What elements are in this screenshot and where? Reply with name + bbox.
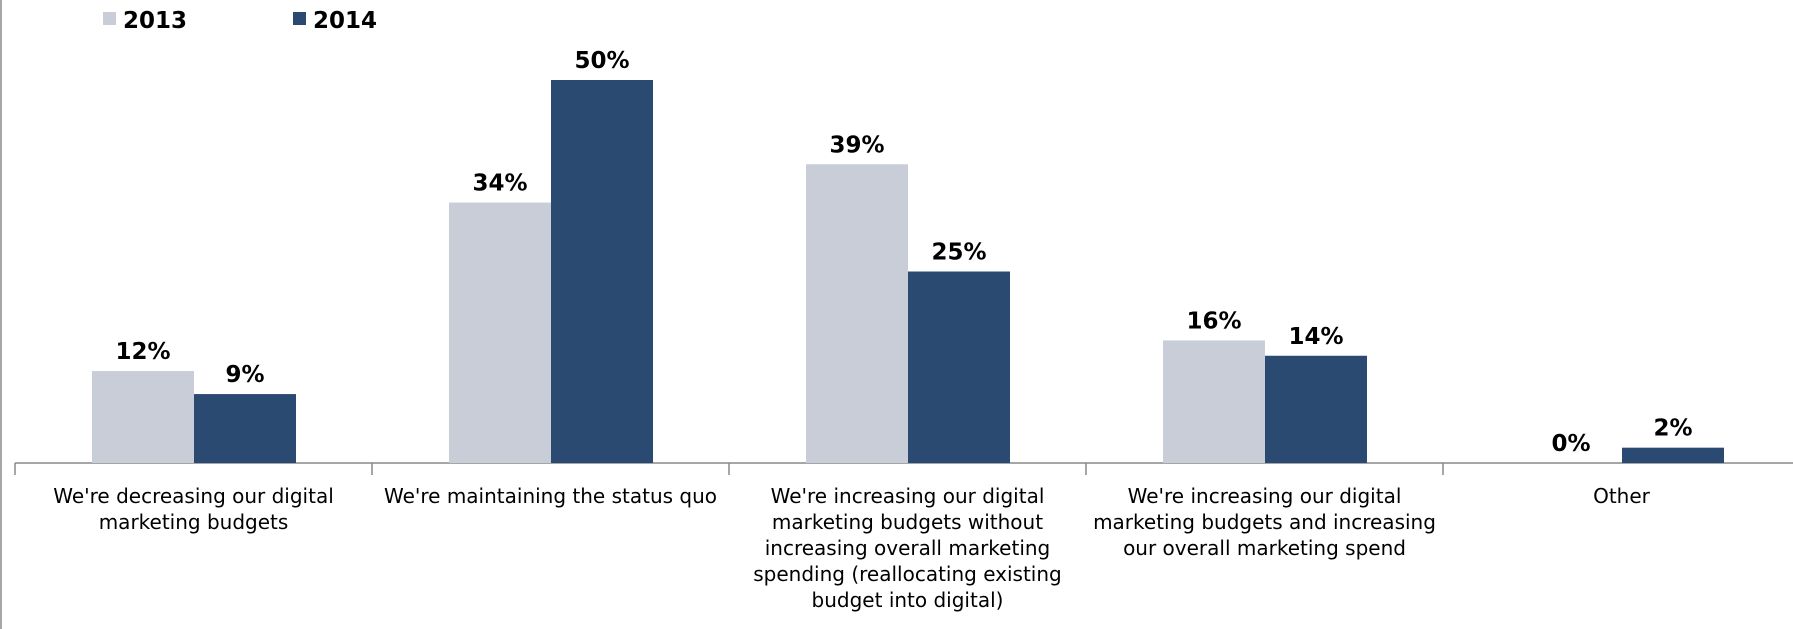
bar (449, 202, 551, 463)
legend-label: 2014 (313, 8, 377, 34)
x-tick-label: We're increasing our digital marketing b… (1093, 484, 1436, 560)
value-label: 34% (472, 171, 527, 197)
bar (551, 80, 653, 463)
legend-swatch (103, 12, 116, 25)
value-label: 16% (1186, 308, 1241, 334)
value-label: 0% (1551, 431, 1590, 457)
bar (806, 164, 908, 463)
x-tick-label: We're maintaining the status quo (383, 484, 718, 508)
x-tick-label: We're decreasing our digital marketing b… (53, 484, 334, 534)
value-label: 2% (1653, 416, 1692, 442)
value-label: 25% (931, 240, 986, 266)
bar (92, 371, 194, 463)
value-label: 12% (115, 339, 170, 365)
value-label: 9% (225, 362, 264, 388)
bar (908, 271, 1010, 463)
bar (1622, 447, 1724, 463)
legend-label: 2013 (123, 8, 187, 34)
value-label: 14% (1288, 324, 1343, 350)
legend-swatch (293, 12, 306, 25)
bar (1265, 355, 1367, 463)
value-label: 50% (574, 48, 629, 74)
value-label: 39% (829, 132, 884, 158)
bar (194, 394, 296, 463)
bar (1163, 340, 1265, 463)
x-tick-label: Other (1593, 484, 1650, 508)
x-tick-label: We're increasing our digital marketing b… (753, 484, 1062, 612)
